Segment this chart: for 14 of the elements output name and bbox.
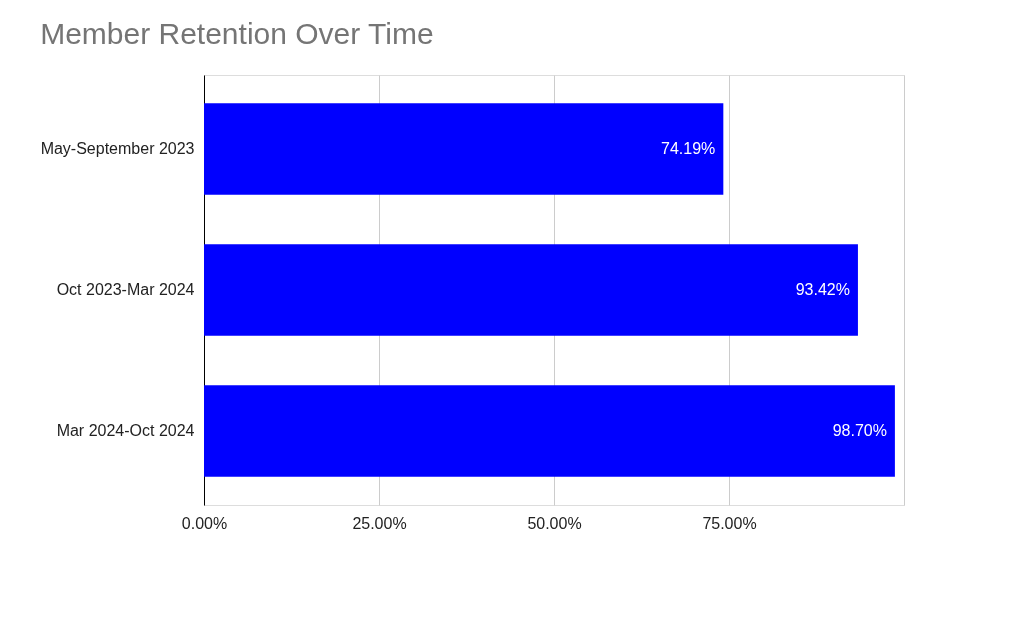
- x-tick-label: 25.00%: [352, 514, 407, 532]
- data-label: 98.70%: [832, 421, 887, 439]
- data-label: 74.19%: [661, 140, 716, 158]
- bar: [204, 103, 724, 195]
- x-tick-label: 0.00%: [181, 514, 228, 532]
- data-label: 93.42%: [795, 281, 850, 298]
- bar: [204, 244, 858, 336]
- x-tick-label: 75.00%: [702, 514, 757, 532]
- bar: [204, 385, 895, 477]
- x-tick-label: 50.00%: [527, 514, 582, 532]
- y-tick-label: Mar 2024-Oct 2024: [56, 421, 195, 439]
- y-tick-label: May-September 2023: [40, 140, 195, 158]
- chart-title: Member Retention Over Time: [40, 17, 434, 50]
- y-tick-label: Oct 2023-Mar 2024: [56, 281, 195, 298]
